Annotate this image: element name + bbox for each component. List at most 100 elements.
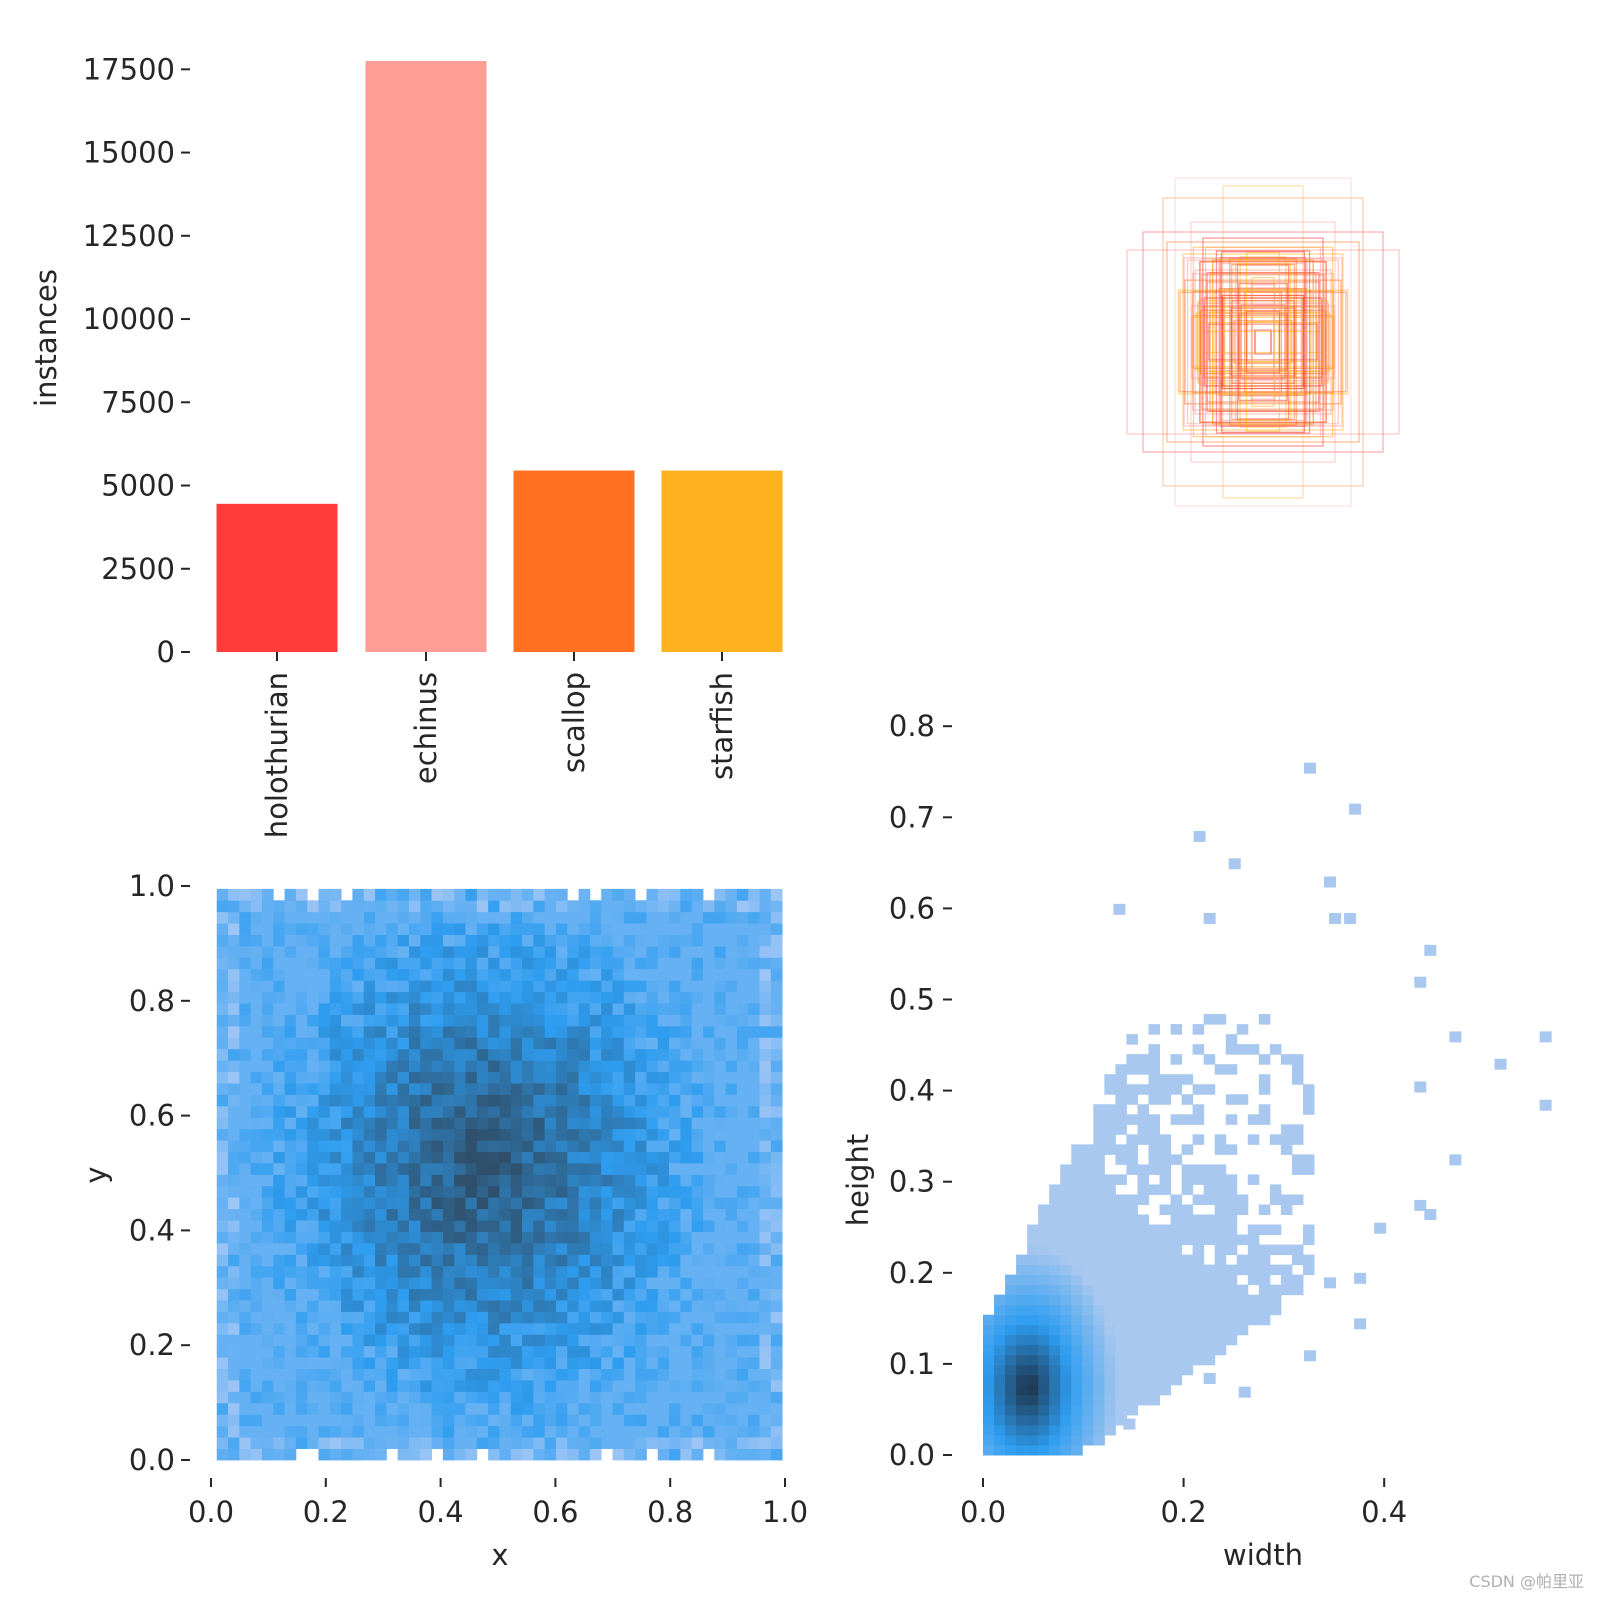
xy-cell bbox=[352, 1220, 365, 1232]
xy-cell bbox=[635, 1322, 647, 1335]
bar-scallop bbox=[513, 470, 635, 652]
xy-cell bbox=[408, 957, 421, 970]
xy-cell bbox=[578, 1151, 591, 1164]
xy-cell bbox=[759, 1288, 772, 1301]
xy-cell bbox=[669, 1105, 681, 1118]
xy-cell bbox=[442, 1265, 455, 1278]
xy-cell bbox=[657, 1391, 670, 1404]
xy-cell bbox=[454, 1174, 466, 1187]
xy-cell bbox=[341, 1014, 353, 1027]
wh-cell bbox=[1225, 1044, 1238, 1055]
xy-cell bbox=[420, 1380, 432, 1392]
xy-cell bbox=[770, 923, 783, 935]
wh-cell bbox=[1104, 1414, 1116, 1426]
wh-cell bbox=[1093, 1344, 1105, 1356]
xy-cell bbox=[465, 1185, 478, 1198]
wh-cell bbox=[1093, 1244, 1105, 1256]
xy-cell bbox=[442, 1368, 455, 1381]
xy-cell bbox=[522, 1437, 534, 1449]
xy-cell bbox=[567, 1322, 579, 1335]
xy-cell bbox=[352, 1322, 365, 1335]
xy-cell bbox=[725, 1185, 738, 1198]
xy-cell bbox=[567, 1425, 579, 1438]
xy-cell bbox=[702, 1105, 715, 1118]
xy-cell bbox=[669, 1037, 681, 1050]
xy-cell bbox=[748, 1380, 760, 1392]
xy-cell bbox=[442, 1048, 455, 1061]
xy-cell bbox=[736, 1414, 749, 1427]
wh-cell bbox=[1291, 1274, 1304, 1286]
xy-cell bbox=[499, 1025, 512, 1038]
wh-cell bbox=[1071, 1444, 1083, 1456]
xy-cell bbox=[261, 1322, 274, 1335]
wh-cell bbox=[1115, 1294, 1127, 1306]
xy-cell bbox=[601, 1437, 613, 1449]
xy-cell bbox=[533, 1094, 546, 1107]
xy-cell bbox=[397, 1437, 410, 1449]
wh-cell bbox=[1049, 1324, 1061, 1336]
xy-cell bbox=[601, 1334, 613, 1347]
xy-cell bbox=[375, 1368, 387, 1381]
xy-cell bbox=[273, 1060, 285, 1073]
xy-cell bbox=[759, 1071, 772, 1084]
xy-cell bbox=[702, 900, 715, 913]
wh-cell bbox=[1093, 1324, 1105, 1336]
xy-cell bbox=[714, 1368, 726, 1381]
xy-cell bbox=[635, 923, 647, 935]
xy-cell bbox=[363, 1368, 376, 1381]
xy-cell bbox=[522, 945, 534, 958]
xy-cell bbox=[555, 945, 568, 958]
xy-cell bbox=[533, 1334, 546, 1347]
wh-cell bbox=[1170, 1194, 1183, 1205]
xy-cell bbox=[341, 1391, 353, 1404]
xy-cell bbox=[635, 1334, 647, 1347]
xy-cell bbox=[431, 1220, 444, 1232]
xy-cell bbox=[352, 1185, 365, 1198]
xy-cell bbox=[567, 934, 579, 947]
xy-cell bbox=[499, 1254, 512, 1267]
xy-cell bbox=[646, 1414, 659, 1427]
xy-cell bbox=[522, 1185, 534, 1198]
xy-cell bbox=[284, 1437, 297, 1449]
xy-cell bbox=[601, 1014, 613, 1027]
xy-cell bbox=[522, 1334, 534, 1347]
xy-cell bbox=[239, 1322, 252, 1335]
xy-cell bbox=[567, 1208, 579, 1221]
xy-cell bbox=[702, 991, 715, 1004]
xy-cell bbox=[499, 1345, 512, 1358]
xy-cell bbox=[589, 1025, 602, 1038]
wh-cell bbox=[1060, 1214, 1072, 1226]
bar-ytick-label: 2500 bbox=[101, 552, 175, 586]
xy-cell bbox=[216, 1083, 229, 1095]
xy-cell bbox=[635, 1037, 647, 1050]
wh-cell bbox=[1049, 1394, 1061, 1406]
wh-cell bbox=[1214, 1284, 1227, 1296]
xy-cell bbox=[420, 1288, 432, 1301]
wh-cell bbox=[1170, 1344, 1183, 1356]
wh-cell bbox=[1137, 1084, 1149, 1095]
wh-cell bbox=[1291, 1124, 1304, 1135]
wh-cell bbox=[1049, 1254, 1061, 1266]
xy-cell bbox=[454, 1231, 466, 1244]
xy-cell bbox=[635, 1185, 647, 1198]
xy-cell bbox=[567, 1277, 579, 1290]
xy-cell bbox=[770, 1094, 783, 1107]
xy-cell bbox=[510, 1071, 523, 1084]
xy-cell bbox=[770, 1003, 783, 1015]
xy-cell bbox=[748, 1185, 760, 1198]
wh-outlier-cell bbox=[1539, 1031, 1552, 1043]
xy-cell bbox=[397, 1265, 410, 1278]
xy-cell bbox=[567, 1380, 579, 1392]
wh-cell bbox=[1115, 1344, 1127, 1356]
xy-cell bbox=[646, 1105, 659, 1118]
xy-cell bbox=[499, 1334, 512, 1347]
wh-cell bbox=[1236, 1314, 1249, 1326]
xy-cell bbox=[567, 1163, 579, 1175]
wh-cell bbox=[1016, 1404, 1028, 1416]
wh-cell bbox=[983, 1334, 995, 1346]
xy-cell bbox=[555, 991, 568, 1004]
xy-cell bbox=[239, 1037, 252, 1050]
xy-cell bbox=[341, 1288, 353, 1301]
xy-cell bbox=[657, 1368, 670, 1381]
xy-cell bbox=[375, 1071, 387, 1084]
